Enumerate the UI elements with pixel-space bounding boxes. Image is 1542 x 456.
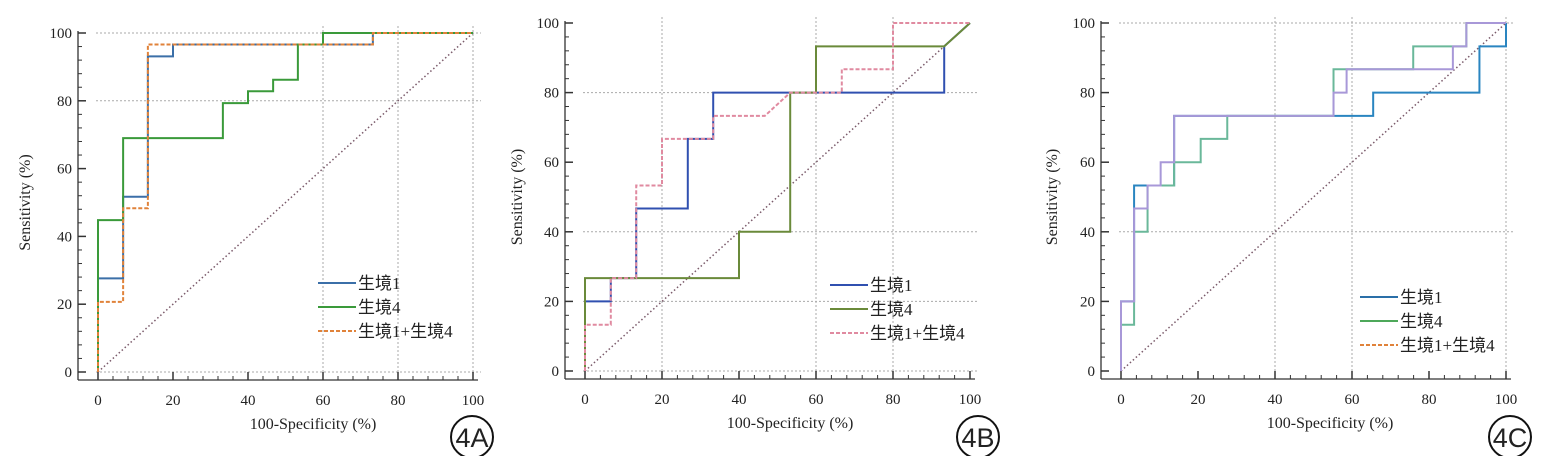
roc-curve-3 [1120,22,1506,371]
roc-panel-4c: 0 20 40 60 80 100 0 20 40 60 80 100 100-Specificity … [1044,15,1532,456]
y-tick-label: 80 [544,86,559,102]
legend-label-3: 生境1+生境4 [358,322,453,341]
y-tick-label: 40 [57,229,72,245]
roc-curve-2 [97,32,473,372]
y-tick-label: 100 [50,26,73,42]
legend-label-3: 生境1+生境4 [1400,336,1495,355]
reference-diagonal [1120,22,1507,372]
legend-label-1: 生境1 [358,274,401,293]
x-tick-label: 100 [1495,392,1518,408]
y-axis-label: Sensitivity (%) [509,149,526,245]
y-tick-label: 80 [57,94,72,110]
legend-label-1: 生境1 [870,276,913,295]
x-tick-label: 40 [1268,392,1283,408]
y-tick-label: 0 [1088,364,1096,380]
x-tick-label: 100 [462,393,485,409]
legend: 生境1 生境4 生境1+生境4 [1360,288,1495,355]
y-axis-label: Sensitivity (%) [17,154,34,250]
x-tick-label: 60 [316,393,331,409]
y-tick-label: 40 [1080,225,1095,241]
roc-curve-2 [584,22,971,371]
y-tick-label: 60 [544,155,559,171]
legend: 生境1 生境4 生境1+生境4 [318,274,453,341]
x-tick-label: 20 [655,392,670,408]
x-tick-label: 80 [886,392,901,408]
reference-diagonal [97,32,474,373]
x-tick-label: 0 [581,392,589,408]
y-tick-label: 60 [57,162,72,178]
x-tick-label: 80 [1422,392,1437,408]
x-tick-label: 40 [732,392,747,408]
legend-label-2: 生境4 [358,298,401,317]
y-tick-label: 100 [537,16,560,32]
panel-label-circle [956,415,1000,456]
panel-label: 4B [961,423,994,453]
x-axis-label: 100-Specificity (%) [250,416,377,433]
roc-curve-1 [584,22,971,371]
y-tick-label: 80 [1080,86,1095,102]
x-tick-label: 100 [959,392,982,408]
reference-diagonal [584,22,971,372]
x-tick-label: 60 [1345,392,1360,408]
x-axis-label: 100-Specificity (%) [727,415,854,432]
roc-panel-4b: 0 20 40 60 80 100 0 20 40 60 80 100 100-Specificity … [509,15,1000,456]
y-tick-label: 40 [544,225,559,241]
panel-label-circle [450,415,494,456]
y-tick-label: 20 [1080,294,1095,310]
x-tick-label: 0 [94,393,102,409]
panel-label: 4A [455,423,488,453]
y-tick-label: 60 [1080,155,1095,171]
y-tick-label: 0 [552,364,560,380]
x-axis-label: 100-Specificity (%) [1267,415,1394,432]
y-tick-label: 100 [1073,16,1096,32]
roc-curve-3 [584,22,970,371]
x-tick-label: 20 [1191,392,1206,408]
legend: 生境1 生境4 生境1+生境4 [830,276,965,343]
roc-panel-4a: 0 20 40 60 80 100 0 20 40 60 80 100 100-Specificity … [17,25,494,456]
x-tick-label: 60 [809,392,824,408]
roc-curve-3 [97,32,473,372]
y-tick-label: 0 [65,365,73,381]
legend-label-3: 生境1+生境4 [870,324,965,343]
x-tick-label: 80 [391,393,406,409]
legend-label-2: 生境4 [870,300,913,319]
y-tick-label: 20 [57,297,72,313]
x-tick-label: 20 [166,393,181,409]
panel-label-circle [1488,415,1532,456]
panel-label: 4C [1493,423,1528,453]
y-axis-label: Sensitivity (%) [1044,149,1061,245]
legend-label-1: 生境1 [1400,288,1443,307]
x-tick-label: 0 [1117,392,1125,408]
x-tick-label: 40 [241,393,256,409]
y-tick-label: 20 [544,294,559,310]
legend-label-2: 生境4 [1400,312,1443,331]
